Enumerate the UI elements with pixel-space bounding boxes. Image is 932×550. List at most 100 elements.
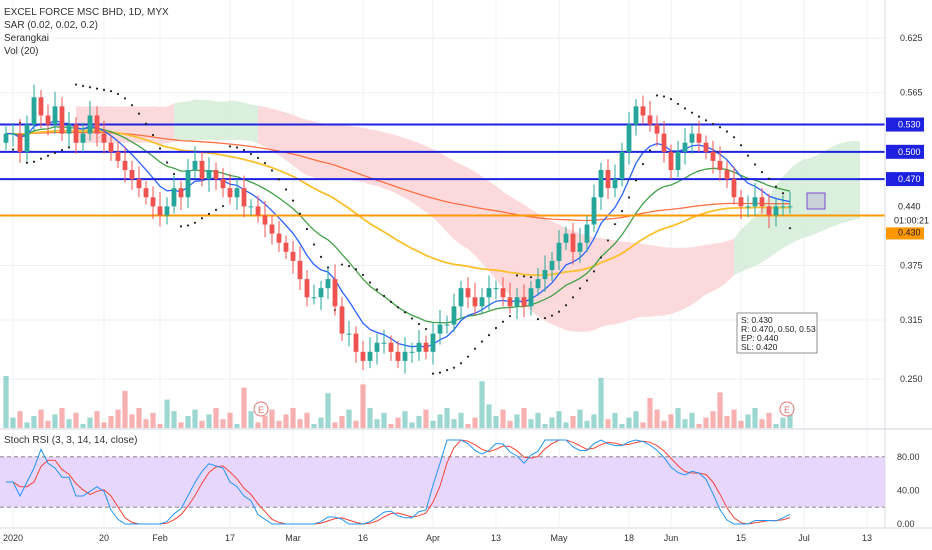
candle-body [129,170,135,180]
time-tick-label: 15 [736,533,746,543]
volume-bar [136,408,142,428]
cloud-segment [615,240,622,325]
volume-bars [3,376,793,428]
cloud-segment [797,159,804,241]
volume-bar [430,420,436,428]
ichimoku-cloud [76,99,860,332]
sar-dot [732,136,736,139]
sar-dot [263,161,267,165]
cloud-segment [279,110,286,161]
sar-legend[interactable]: SAR (0.02, 0.02, 0.2) [4,20,98,31]
sar-dot [473,347,477,350]
parabolic-sar-dots [11,83,792,375]
sar-dot [340,263,344,266]
cloud-segment [440,152,447,233]
cloud-segment [167,103,174,144]
volume-bar [227,412,233,428]
candle-body [346,333,352,335]
cloud-segment [349,125,356,181]
cloud-segment [258,105,265,148]
candle-body [584,224,590,243]
ichimoku-legend[interactable]: Serangkai [4,33,50,44]
volume-bar [157,424,163,428]
volume-bar [787,411,793,428]
candle-body [486,288,492,298]
sar-dot [613,223,617,226]
earnings-marker-feb[interactable]: E [253,401,269,417]
earnings-marker-jun[interactable]: E [779,401,795,417]
candle-body [542,270,548,280]
cloud-segment [587,235,594,332]
candle-body [367,351,373,361]
volume-bar [17,411,23,428]
sar-dot [564,304,568,307]
cloud-segment [475,171,482,264]
candle-body [73,124,79,143]
volume-bar [101,422,107,428]
symbol-title[interactable]: EXCEL FORCE MSC BHD, 1D, MYX [4,7,169,18]
sar-dot [543,316,547,320]
cloud-segment [629,242,636,321]
sar-dot [739,144,743,147]
volume-bar [766,412,772,428]
cloud-segment [594,237,601,331]
sar-dot [158,147,162,150]
volume-bar [514,414,520,428]
candle-body [304,279,310,298]
volume-bar [199,420,205,428]
volume-bar [647,398,653,428]
stoch-rsi-legend[interactable]: Stoch RSI (3, 3, 14, 14, close) [4,435,138,446]
candle-body [269,224,275,234]
candle-body [45,115,51,125]
sar-dot [193,221,197,224]
candle-body [31,97,37,125]
sar-dot [410,317,414,320]
candle-body [507,297,513,307]
volume-bar [605,419,611,428]
sar-dot [102,88,106,92]
sar-dot [676,102,680,106]
time-axis[interactable]: 2020 20 Feb 17 Mar 16 Apr 13 May 18 Jun 15 Jul 13 [3,533,872,543]
volume-bar [619,424,625,428]
candle-body [255,206,261,216]
cloud-segment [412,140,419,208]
candle-body [101,133,107,143]
volume-bar [297,419,303,428]
sar-dot [662,95,666,98]
candle-body [430,333,436,352]
sar-dot [319,255,323,258]
candle-body [626,124,632,152]
candle-body [675,151,681,170]
volume-bar [10,417,16,428]
candle-body [619,151,625,180]
candle-body [220,179,226,189]
volume-bar [332,422,338,428]
cloud-segment [468,167,475,256]
sar-dot [704,119,708,122]
level-label: 0.530 [898,120,921,130]
sar-dot [466,355,470,358]
cloud-segment [496,186,503,289]
time-tick-label: 17 [225,533,235,543]
price-axis[interactable]: 0.625 0.565 0.375 0.315 0.250 [900,33,923,384]
candle-body [3,133,9,143]
sar-dot [480,340,484,343]
candle-body [66,124,72,134]
sar-dot [606,239,610,242]
volume-bar [38,409,44,428]
volume-bar [416,416,422,428]
volume-legend[interactable]: Vol (20) [4,46,39,57]
candle-body [108,142,114,152]
selection-highlight-box[interactable] [806,192,826,210]
cloud-segment [384,132,391,192]
volume-bar [556,411,562,428]
trade-plan-box[interactable]: S: 0.430 R: 0.470, 0.50, 0.53 EP: 0.440 … [736,312,818,354]
volume-bar [122,390,128,428]
candle-body [661,133,667,152]
volume-bar [73,412,79,428]
stoch-d-line [6,439,791,525]
support-label: 0.430 [898,227,921,237]
candle-body [325,279,331,289]
volume-bar [528,419,534,428]
